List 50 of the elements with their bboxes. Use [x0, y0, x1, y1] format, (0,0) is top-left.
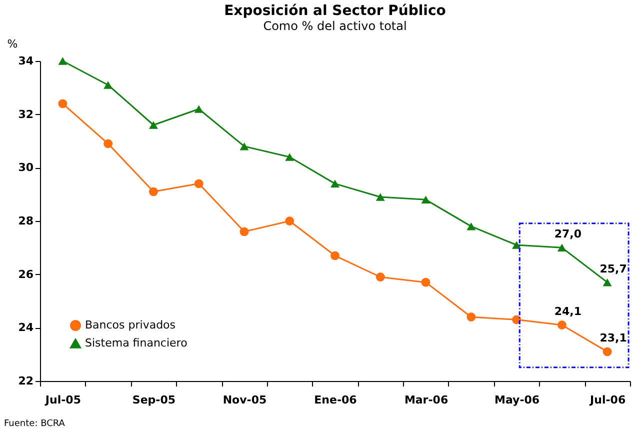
- point: [512, 241, 522, 249]
- point: [240, 227, 249, 236]
- point: [104, 139, 113, 148]
- point: [148, 121, 158, 129]
- point: [376, 193, 385, 201]
- point: [512, 315, 522, 324]
- chart-subtitle: Como % del activo total: [263, 19, 407, 33]
- point: [602, 347, 612, 356]
- point: [602, 278, 612, 286]
- point: [285, 153, 294, 161]
- y-tick-label: 26: [18, 268, 34, 281]
- point: [466, 312, 476, 322]
- point: [466, 222, 476, 230]
- point: [421, 278, 430, 287]
- point: [58, 99, 68, 108]
- data-label: 24,1: [554, 305, 582, 318]
- x-tick-label: Ene-06: [314, 394, 358, 406]
- y-tick-label: 30: [18, 161, 34, 174]
- x-tick-label: May-06: [494, 394, 540, 406]
- y-axis-title: %: [7, 38, 18, 50]
- x-tick-label: Jul-05: [44, 394, 81, 406]
- y-tick-label: 24: [18, 321, 34, 334]
- point: [421, 196, 430, 204]
- point: [285, 216, 294, 226]
- data-label: 23,1: [600, 332, 627, 345]
- y-tick-label: 32: [18, 108, 34, 121]
- point: [194, 105, 204, 113]
- x-tick-label: Mar-06: [404, 394, 448, 406]
- y-tick-label: 22: [18, 374, 34, 388]
- point: [58, 57, 68, 65]
- data-label: 27,0: [554, 228, 582, 241]
- point: [148, 187, 158, 196]
- point: [376, 272, 385, 282]
- point: [104, 81, 113, 89]
- y-tick-label: 28: [18, 214, 34, 228]
- x-tick-label: Sep-05: [132, 394, 176, 406]
- chart-title: Exposición al Sector Público: [224, 3, 446, 19]
- point: [557, 320, 566, 330]
- data-label: 25,7: [600, 262, 627, 276]
- x-tick-label: Jul-06: [589, 394, 626, 406]
- point: [330, 251, 340, 260]
- x-tick-label: Nov-05: [222, 394, 267, 406]
- source-note: Fuente: BCRA: [4, 419, 65, 429]
- point: [557, 244, 566, 252]
- legend-label: Sistema financiero: [85, 336, 188, 350]
- legend-label: Bancos privados: [85, 318, 176, 332]
- point: [330, 180, 340, 188]
- y-tick-label: 34: [18, 54, 34, 68]
- point: [240, 142, 249, 150]
- point: [194, 179, 204, 188]
